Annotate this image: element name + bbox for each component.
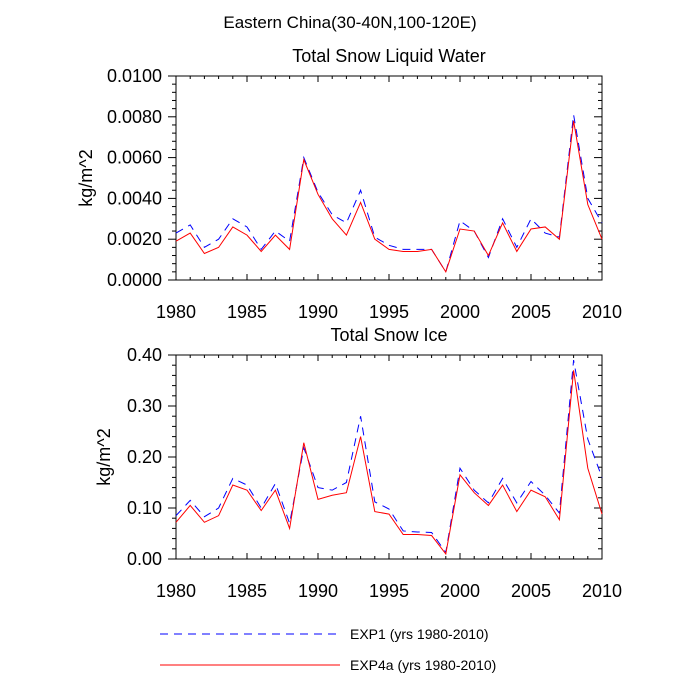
x-tick-label: 1985	[227, 302, 267, 322]
x-tick-label: 2010	[582, 302, 622, 322]
y-tick-label: 0.0000	[107, 270, 162, 290]
legend: EXP1 (yrs 1980-2010) EXP4a (yrs 1980-201…	[160, 626, 496, 673]
y-tick-label: 0.0020	[107, 229, 162, 249]
x-tick-label: 1990	[298, 581, 338, 601]
panel-title: Total Snow Ice	[330, 325, 447, 345]
series-line-exp4a	[175, 370, 603, 556]
y-tick-label: 0.00	[127, 549, 162, 569]
panel-snow-liquid-water: Total Snow Liquid Water kg/m^2 1980 1985 199…	[76, 46, 622, 322]
legend-label-exp4a: EXP4a (yrs 1980-2010)	[350, 657, 496, 673]
x-tick-label: 2005	[511, 302, 551, 322]
series-line-exp1	[175, 114, 603, 274]
x-tick-label: 1995	[369, 302, 409, 322]
x-tick-label: 1995	[369, 581, 409, 601]
legend-label-exp1: EXP1 (yrs 1980-2010)	[350, 626, 489, 642]
x-tick-label: 2000	[440, 581, 480, 601]
plot-frame	[175, 354, 603, 560]
y-axis-label: kg/m^2	[76, 149, 96, 206]
y-tick-label: 0.40	[127, 345, 162, 365]
x-tick-label: 1990	[298, 302, 338, 322]
x-tick-label: 1985	[227, 581, 267, 601]
panel-snow-ice: Total Snow Ice kg/m^2 1980 1985 1990 1995 2000…	[94, 325, 622, 601]
series-line-exp4a	[175, 120, 603, 273]
figure-title: Eastern China(30-40N,100-120E)	[223, 13, 476, 32]
y-tick-label: 0.0040	[107, 188, 162, 208]
x-tick-label: 1980	[156, 302, 196, 322]
y-tick-label: 0.30	[127, 396, 162, 416]
y-tick-label: 0.20	[127, 447, 162, 467]
x-tick-label: 2005	[511, 581, 551, 601]
y-axis-label: kg/m^2	[94, 428, 114, 485]
panel-title: Total Snow Liquid Water	[292, 46, 485, 66]
y-tick-label: 0.10	[127, 498, 162, 518]
x-tick-label: 2000	[440, 302, 480, 322]
y-tick-label: 0.0060	[107, 148, 162, 168]
x-tick-label: 1980	[156, 581, 196, 601]
y-tick-label: 0.0100	[107, 66, 162, 86]
series-line-exp1	[175, 360, 603, 554]
y-tick-label: 0.0080	[107, 107, 162, 127]
x-tick-label: 2010	[582, 581, 622, 601]
